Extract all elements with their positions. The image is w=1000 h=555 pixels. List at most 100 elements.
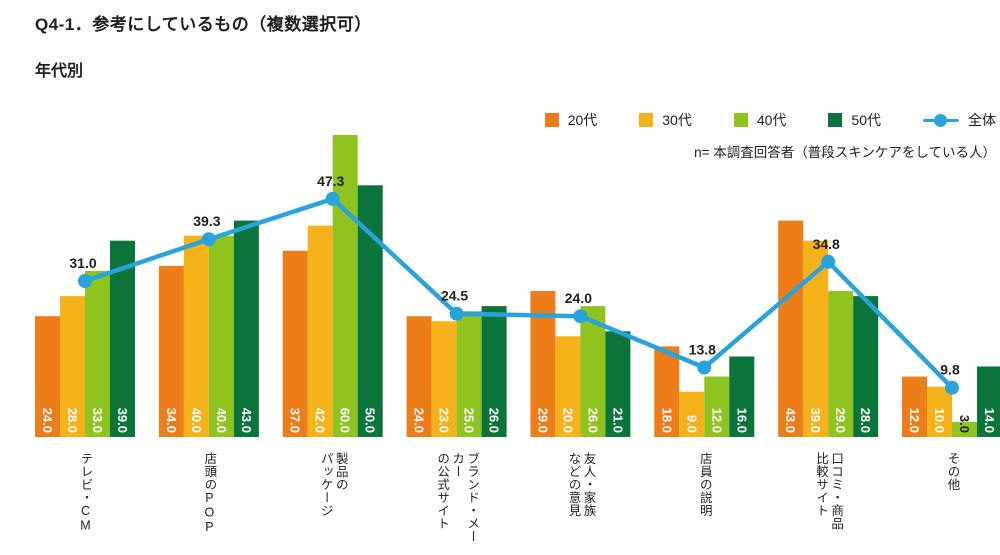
legend-label: 全体 <box>968 112 996 128</box>
bar-value-label-age50-cat2: 50.0 <box>363 408 378 433</box>
category-label-cat2: 製品の パッケージ <box>318 452 348 517</box>
overall-point-cat1 <box>201 232 216 247</box>
bar-age20-cat2 <box>282 250 308 437</box>
legend-line-dot-icon <box>923 113 959 128</box>
bar-age50-cat3 <box>481 306 507 437</box>
chart-subtitle: 年代別 <box>35 63 84 80</box>
bar-age50-cat4 <box>605 331 631 437</box>
overall-line <box>82 196 955 390</box>
bar-age30-cat0 <box>60 296 85 437</box>
bar-value-label-age40-cat4: 26.0 <box>585 408 600 433</box>
bar-value-label-age50-cat7: 14.0 <box>982 408 997 433</box>
legend-item-age50: 50代 <box>828 110 881 130</box>
overall-point-cat5 <box>697 360 712 375</box>
bar-age40-cat5 <box>704 376 730 437</box>
overall-point-cat4 <box>573 309 588 324</box>
overall-value-label-cat5: 13.8 <box>689 342 716 358</box>
bar-value-label-age20-cat0: 24.0 <box>40 408 55 433</box>
bar-value-label-age50-cat4: 21.0 <box>610 408 625 433</box>
bar-value-label-age40-cat7: 3.0 <box>957 415 972 433</box>
bar-value-label-age30-cat5: 9.0 <box>684 415 699 433</box>
bar-value-label-age40-cat2: 60.0 <box>338 408 353 433</box>
legend-swatch-icon <box>639 113 654 127</box>
category-label-cat6: 口コミ・商品 比較サイト <box>814 452 844 530</box>
bar-value-label-age50-cat3: 26.0 <box>487 408 502 433</box>
bar-age30-cat3 <box>431 321 457 437</box>
overall-point-cat6 <box>821 254 836 269</box>
legend-swatch-icon <box>544 113 559 127</box>
bar-age50-cat6 <box>853 296 879 437</box>
bar-age30-cat4 <box>555 336 581 437</box>
bar-age40-cat3 <box>456 311 482 437</box>
bar-age20-cat0 <box>35 316 60 437</box>
grouped-bar-line-chart: 24.0 28.0 33.0 39.0 34.0 40.0 40.0 43.0 37.0 42.0… <box>35 135 1000 437</box>
bar-age40-cat7 <box>952 421 977 437</box>
legend-item-age40: 40代 <box>733 110 787 130</box>
bar-value-label-age20-cat6: 43.0 <box>783 408 798 433</box>
bar-value-label-age30-cat6: 39.0 <box>808 408 823 433</box>
bar-value-label-age30-cat1: 40.0 <box>189 408 204 433</box>
category-label-cat5: 店員の説明 <box>697 452 712 517</box>
legend-swatch-icon <box>733 113 748 127</box>
bar-value-label-age40-cat0: 33.0 <box>90 408 105 433</box>
overall-point-cat3 <box>449 306 464 321</box>
overall-point-cat0 <box>78 274 92 288</box>
bar-value-label-age30-cat7: 10.0 <box>932 408 947 433</box>
overall-value-label-cat1: 39.3 <box>193 213 220 229</box>
bar-value-label-age50-cat0: 39.0 <box>115 408 130 433</box>
legend: 20代 30代 40代 50代 全体 <box>503 110 996 130</box>
bar-age40-cat6 <box>828 291 854 437</box>
bar-age20-cat1 <box>158 265 184 437</box>
category-label-cat0: テレビ・CM <box>78 452 93 533</box>
category-label-cat1: 店頭のPOP <box>202 452 217 535</box>
bar-age40-cat1 <box>208 235 234 437</box>
bar-value-label-age40-cat3: 25.0 <box>462 408 477 433</box>
legend-swatch-icon <box>828 113 843 127</box>
bar-value-label-age40-cat6: 29.0 <box>833 408 848 433</box>
bar-value-label-age30-cat4: 20.0 <box>560 408 575 433</box>
bar-value-label-age50-cat1: 43.0 <box>239 408 254 433</box>
bar-value-label-age20-cat2: 37.0 <box>288 408 303 433</box>
bar-age40-cat2 <box>332 135 358 437</box>
category-label-cat7: その他 <box>945 452 960 491</box>
bar-age20-cat5 <box>654 346 680 437</box>
bar-age30-cat2 <box>307 225 333 437</box>
legend-label: 50代 <box>851 112 881 128</box>
bar-age50-cat1 <box>233 220 259 437</box>
bar-age30-cat5 <box>679 391 705 437</box>
legend-label: 30代 <box>662 112 692 128</box>
bar-value-label-age20-cat3: 24.0 <box>412 408 427 433</box>
overall-value-label-cat0: 31.0 <box>69 255 96 271</box>
bar-value-label-age40-cat1: 40.0 <box>214 408 229 433</box>
legend-label: 20代 <box>567 112 598 128</box>
bar-age50-cat7 <box>977 366 1000 437</box>
bar-age40-cat0 <box>85 270 110 437</box>
overall-value-label-cat3: 24.5 <box>441 288 468 304</box>
bar-value-label-age40-cat5: 12.0 <box>709 408 724 433</box>
bar-age40-cat4 <box>580 306 606 437</box>
overall-point-cat2 <box>325 191 340 206</box>
legend-item-overall: 全体 <box>923 110 996 130</box>
bar-value-label-age20-cat4: 29.0 <box>535 408 550 433</box>
bar-age20-cat3 <box>406 316 432 437</box>
bar-value-label-age30-cat0: 28.0 <box>65 408 80 433</box>
overall-value-label-cat7: 9.8 <box>940 362 960 378</box>
bar-age50-cat5 <box>729 356 755 437</box>
bar-value-label-age20-cat7: 12.0 <box>907 408 922 433</box>
overall-value-label-cat4: 24.0 <box>565 290 592 306</box>
legend-label: 40代 <box>756 112 787 128</box>
bar-age20-cat6 <box>778 220 804 437</box>
category-label-cat3: ブランド・メーカー の公式サイト <box>435 452 480 543</box>
bar-age30-cat1 <box>183 235 209 437</box>
bar-value-label-age20-cat1: 34.0 <box>164 408 179 433</box>
legend-item-age20: 20代 <box>544 110 598 130</box>
legend-item-age30: 30代 <box>639 110 692 130</box>
overall-value-label-cat6: 34.8 <box>813 236 840 252</box>
legend-note: n= 本調査回答者（普段スキンケアをしている人） <box>694 145 996 160</box>
bar-age20-cat7 <box>902 376 927 437</box>
category-label-cat4: 友人・家族 などの意見 <box>566 452 596 517</box>
overall-point-cat7 <box>945 380 959 395</box>
overall-value-label-cat2: 47.3 <box>317 173 344 189</box>
bar-value-label-age30-cat3: 23.0 <box>437 408 452 433</box>
